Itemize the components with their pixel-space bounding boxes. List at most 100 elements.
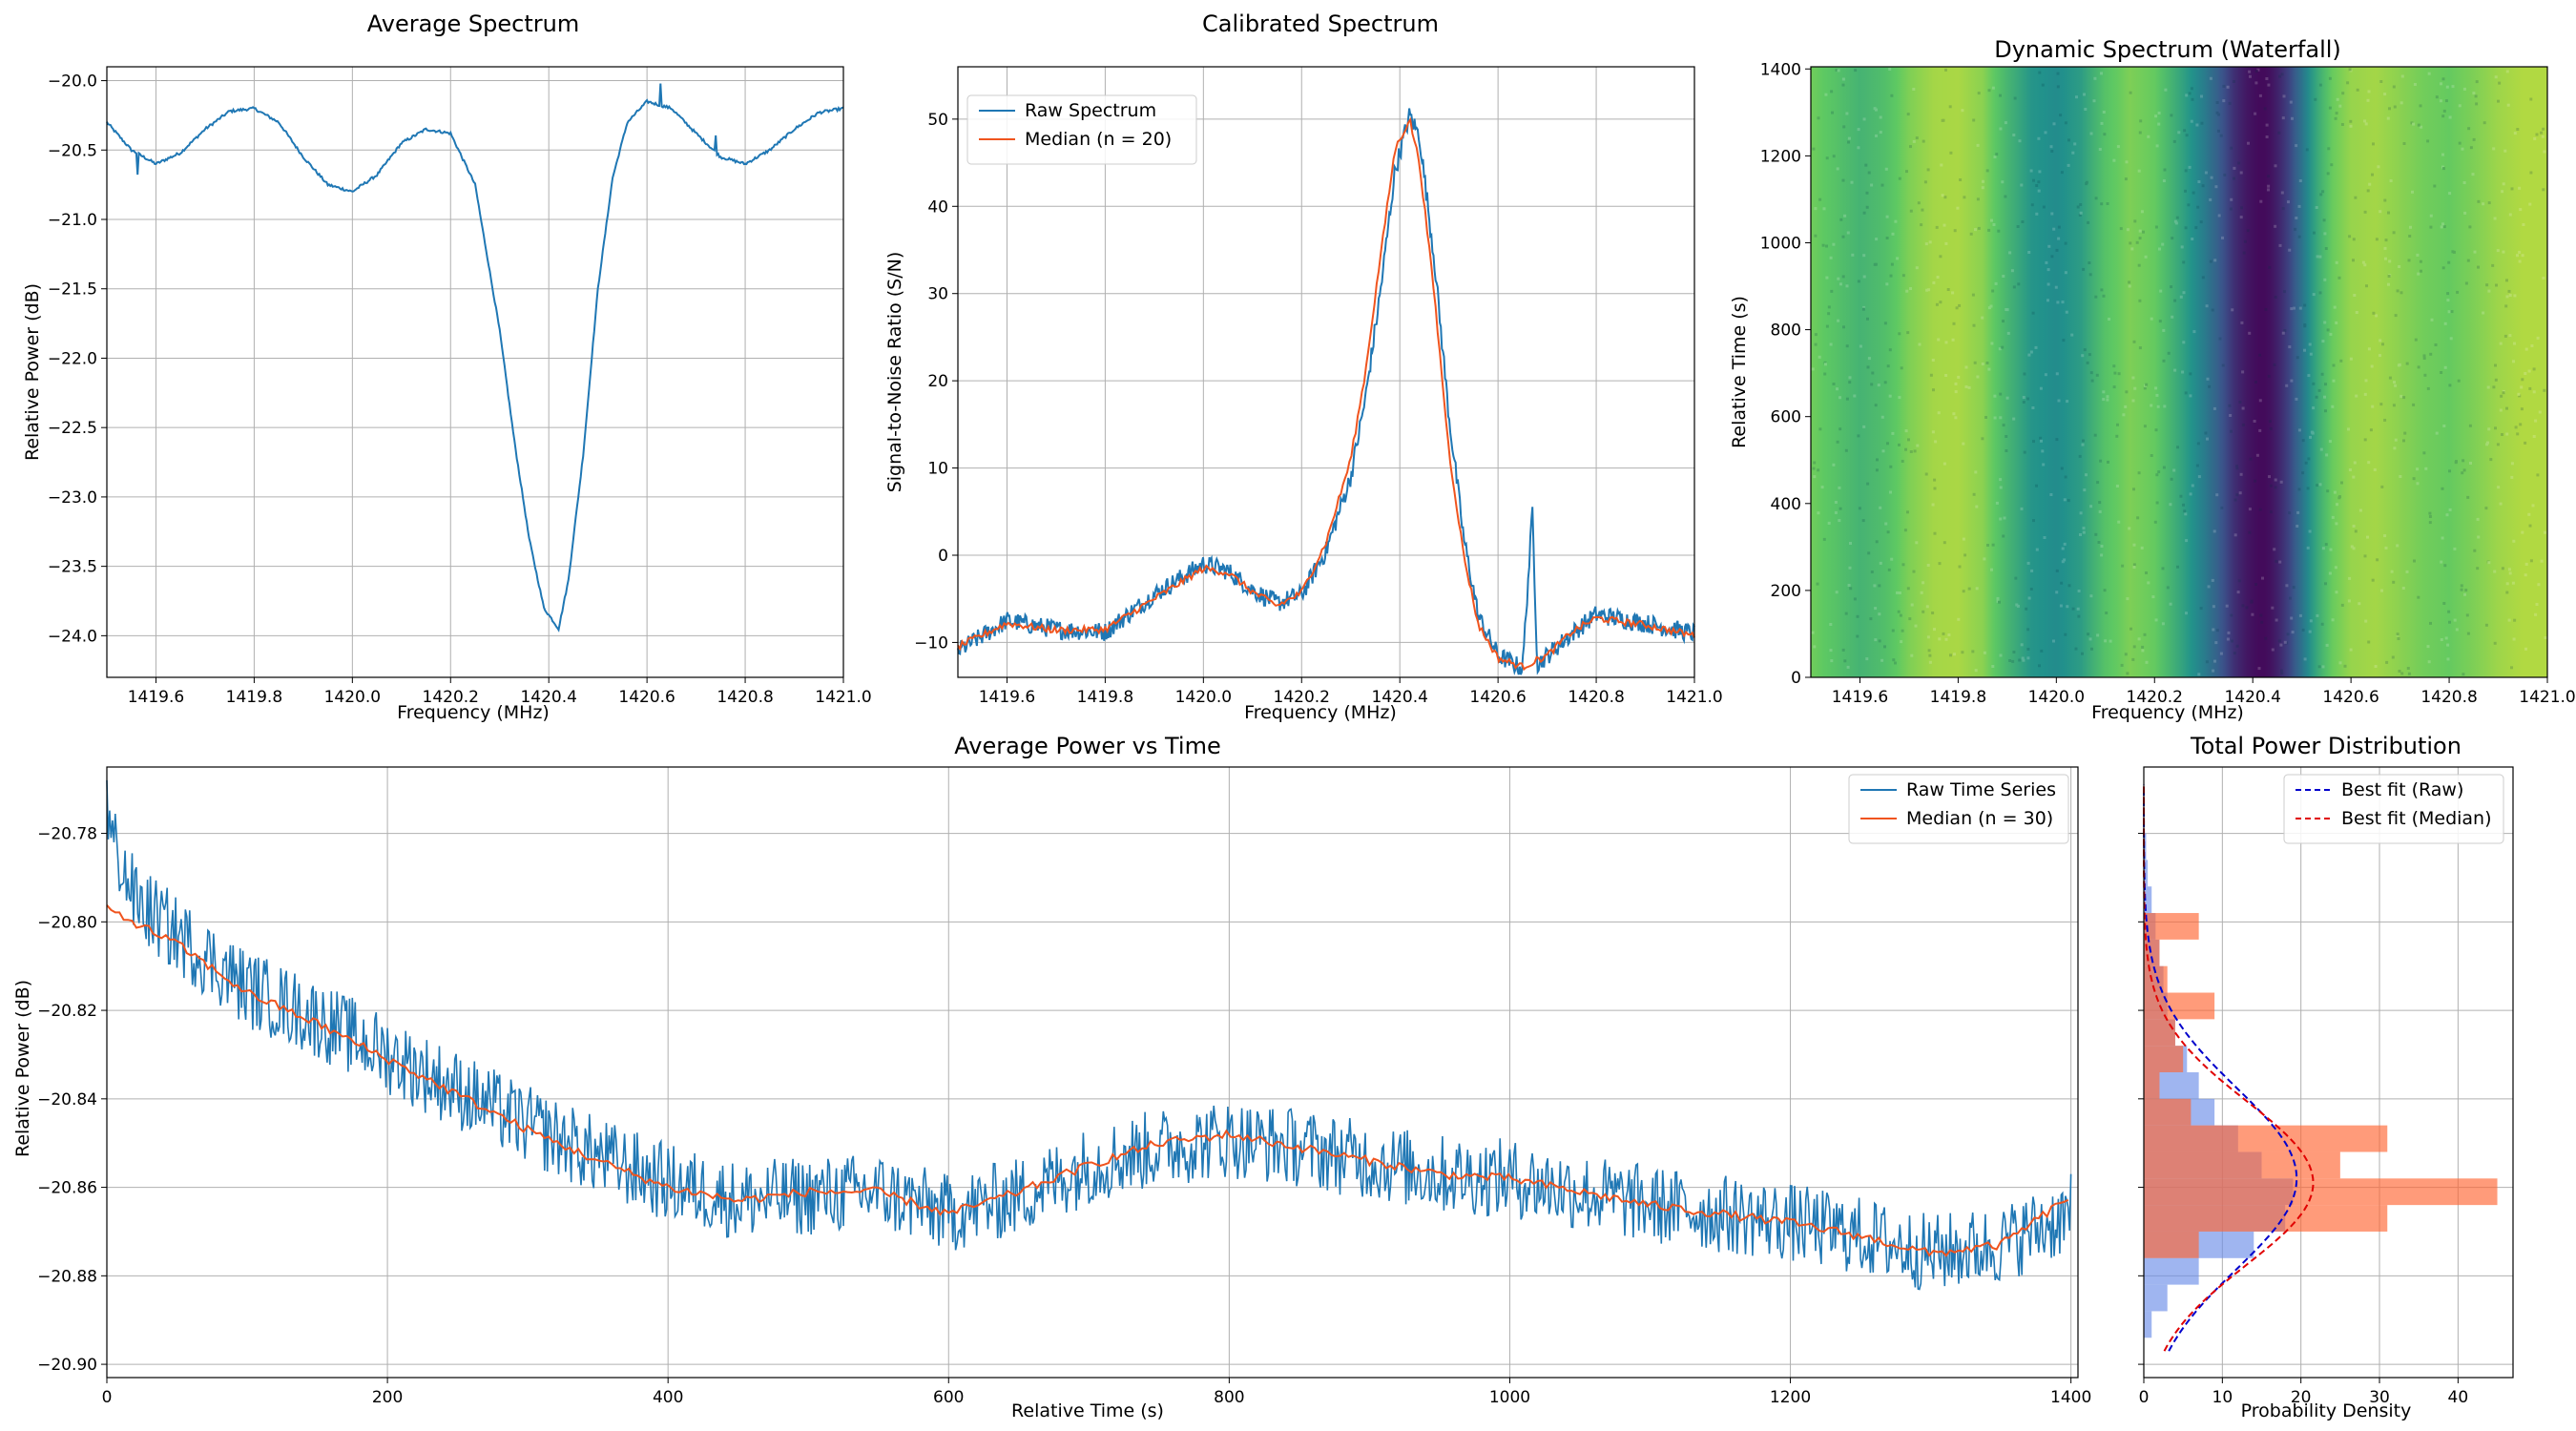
waterfall-speckle [2133, 386, 2137, 390]
waterfall-speckle [2469, 462, 2472, 465]
waterfall-speckle [1838, 486, 1841, 489]
waterfall-speckle [2274, 486, 2277, 489]
waterfall-speckle [2335, 321, 2338, 324]
waterfall-speckle [1933, 487, 1937, 490]
ts-x-tick-label-0: 0 [102, 1388, 113, 1407]
waterfall-speckle [1985, 169, 1989, 173]
waterfall-speckle [1906, 587, 1910, 591]
waterfall-speckle [1857, 146, 1860, 150]
waterfall-speckle [2037, 189, 2041, 193]
waterfall-speckle [2280, 73, 2284, 76]
waterfall-speckle [2442, 167, 2445, 171]
waterfall-speckle [2155, 393, 2159, 397]
waterfall-speckle [2466, 632, 2470, 635]
waterfall-speckle [2521, 254, 2524, 258]
waterfall-speckle [2233, 498, 2237, 502]
waterfall-speckle [2484, 623, 2488, 627]
waterfall-speckle [2528, 386, 2532, 390]
waterfall-speckle [2361, 260, 2365, 264]
waterfall-speckle [2287, 200, 2290, 204]
waterfall-speckle [1927, 649, 1931, 653]
waterfall-speckle [2462, 459, 2465, 463]
waterfall-speckle [1987, 306, 1991, 310]
waterfall-speckle [2085, 473, 2088, 477]
waterfall-speckle [2258, 428, 2262, 432]
waterfall-speckle [2093, 76, 2097, 80]
waterfall-speckle [1836, 440, 1839, 444]
waterfall-speckle [2460, 584, 2463, 588]
waterfall-speckle [2038, 664, 2041, 668]
waterfall-speckle [2510, 666, 2513, 670]
waterfall-speckle [1929, 373, 1933, 377]
waterfall-speckle [2003, 516, 2006, 520]
waterfall-speckle [1866, 482, 1870, 486]
waterfall-speckle [2081, 354, 2085, 358]
avg-grid [107, 67, 844, 677]
waterfall-speckle [2098, 501, 2102, 505]
waterfall-speckle [2303, 657, 2307, 661]
waterfall-speckle [2494, 75, 2498, 79]
waterfall-speckle [2426, 139, 2430, 143]
waterfall-speckle [2239, 472, 2243, 476]
waterfall-speckle [2214, 185, 2218, 189]
waterfall-speckle [2126, 672, 2129, 675]
waterfall-speckle [2156, 404, 2160, 408]
dist-axes-frame [2143, 766, 2514, 1379]
waterfall-speckle [2129, 91, 2132, 94]
waterfall-speckle [2424, 467, 2428, 470]
waterfall-speckle [2374, 665, 2378, 668]
waterfall-speckle [2063, 558, 2067, 562]
waterfall-speckle [2422, 354, 2426, 358]
waterfall-speckle [2144, 384, 2148, 387]
waterfall-speckle [2138, 229, 2142, 233]
avg-x-tick-label-5: 1420.6 [618, 688, 675, 707]
waterfall-speckle [1920, 223, 1923, 227]
waterfall-speckle [2318, 291, 2322, 295]
waterfall-speckle [2096, 481, 2100, 485]
waterfall-speckle [2387, 282, 2390, 286]
waterfall-speckle [1888, 68, 1892, 71]
waterfall-speckle [2350, 545, 2354, 549]
waterfall-speckle [2343, 664, 2347, 668]
waterfall-speckle [2204, 431, 2208, 435]
waterfall-speckle [2001, 345, 2005, 349]
histogram-bar-raw-18 [2144, 833, 2147, 861]
waterfall-speckle [1843, 214, 1847, 218]
waterfall-speckle [2297, 235, 2301, 238]
waterfall-speckle [2230, 429, 2233, 433]
waterfall-speckle [2005, 449, 2008, 452]
waterfall-speckle [2501, 567, 2504, 570]
waterfall-speckle [2440, 560, 2443, 564]
waterfall-speckle [2025, 607, 2028, 611]
waterfall-speckle [2059, 114, 2063, 117]
waterfall-speckle [2067, 499, 2070, 503]
waterfall-speckle [2037, 136, 2041, 140]
waterfall-speckle [2297, 428, 2301, 432]
histogram-bar-median-3 [2144, 1151, 2340, 1179]
waterfall-speckle [2537, 583, 2541, 587]
waterfall-speckle [2487, 561, 2491, 565]
waterfall-speckle [2393, 446, 2397, 450]
waterfall-speckle [2394, 314, 2398, 318]
waterfall-speckle [2325, 453, 2329, 457]
waterfall-speckle [2205, 660, 2209, 664]
waterfall-speckle [1931, 612, 1935, 614]
waterfall-speckle [2014, 576, 2018, 580]
waterfall-speckle [2448, 384, 2452, 387]
histogram-bar-median-8 [2144, 1019, 2175, 1047]
waterfall-speckle [2220, 506, 2224, 509]
waterfall-speckle [1933, 531, 1937, 535]
power-distribution-title: Total Power Distribution [2190, 733, 2462, 759]
waterfall-speckle [2501, 190, 2504, 194]
waterfall-speckle [2442, 109, 2446, 113]
waterfall-speckle [1973, 361, 1977, 364]
waterfall-speckle [2517, 392, 2521, 396]
histogram-bar-raw-0 [2144, 1311, 2152, 1338]
waterfall-speckle [2368, 182, 2372, 186]
waterfall-speckle [2243, 239, 2247, 243]
waterfall-speckle [1972, 118, 1976, 122]
waterfall-speckle [1915, 266, 1919, 270]
power-vs-time-title: Average Power vs Time [954, 733, 1220, 759]
waterfall-speckle [2338, 104, 2342, 108]
waterfall-speckle [2464, 589, 2468, 592]
